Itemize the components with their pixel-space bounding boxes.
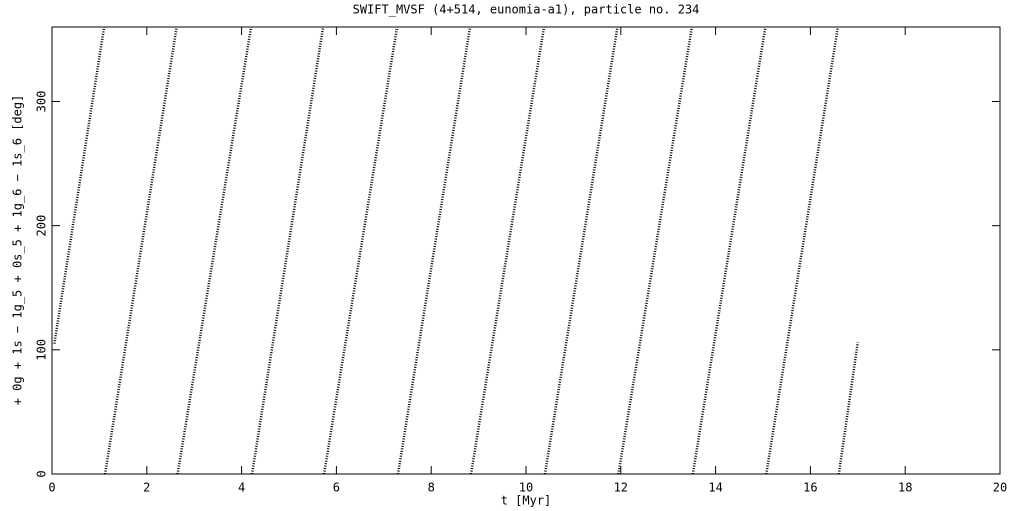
data-line (53, 26, 860, 475)
x-tick-label: 14 (708, 481, 722, 495)
x-tick-label: 12 (614, 481, 628, 495)
y-tick-label: 100 (35, 339, 49, 361)
x-tick-label: 18 (898, 481, 912, 495)
x-tick-label: 0 (48, 481, 55, 495)
x-tick-label: 10 (519, 481, 533, 495)
y-tick-label: 200 (35, 215, 49, 237)
y-axis-label: + 0g + 1s − 1g_5 + 0s_5 + 1g_6 − 1s_6 [d… (11, 95, 25, 406)
x-tick-label: 8 (428, 481, 435, 495)
x-tick-label: 16 (803, 481, 817, 495)
chart-title: SWIFT_MVSF (4+514, eunomia-a1), particle… (353, 3, 700, 17)
x-axis-label: t [Myr] (501, 494, 552, 508)
y-tick-label: 300 (35, 91, 49, 113)
x-tick-label: 4 (238, 481, 245, 495)
x-tick-label: 6 (333, 481, 340, 495)
y-tick-label: 0 (35, 470, 49, 477)
x-tick-label: 2 (143, 481, 150, 495)
plot-frame (51, 26, 1001, 475)
x-tick-label: 20 (993, 481, 1007, 495)
